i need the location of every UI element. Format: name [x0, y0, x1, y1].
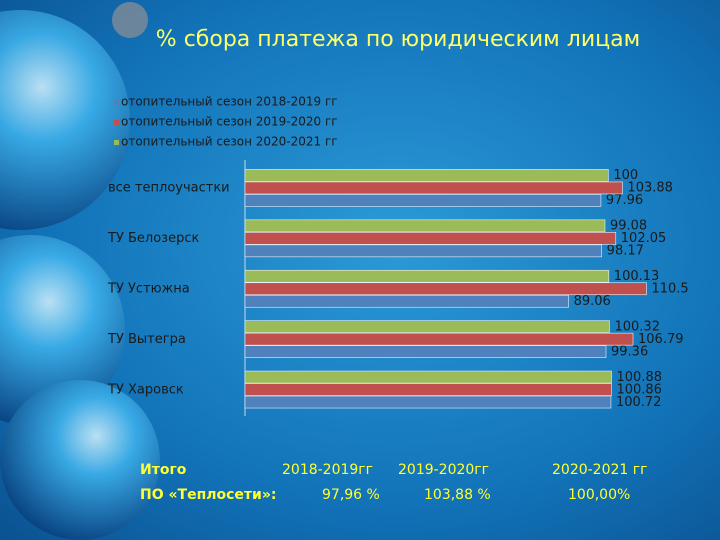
- category-label: ТУ Харовск: [107, 382, 184, 397]
- bar: [244, 370, 612, 384]
- ornament: [0, 10, 130, 230]
- bar: [244, 320, 610, 333]
- legend-swatch: [114, 100, 119, 105]
- legend-label: отопительный сезон 2019-2020 гг: [121, 115, 338, 129]
- bar: [244, 181, 623, 195]
- category-label: ТУ Устюжна: [107, 282, 190, 297]
- ornament: [0, 235, 125, 425]
- ornament-cap: [112, 2, 148, 38]
- summary-label: Итого: [140, 462, 187, 478]
- data-label: 102.05: [621, 231, 667, 246]
- data-label: 100.86: [616, 382, 662, 397]
- data-label: 100.32: [614, 319, 660, 334]
- bar: [244, 395, 612, 409]
- ornament: [0, 380, 160, 540]
- bar: [244, 269, 610, 283]
- data-label: 100.13: [614, 269, 660, 284]
- summary-value: 103,88 %: [424, 487, 491, 503]
- summary-column: 2019-2020гг: [398, 462, 489, 478]
- legend-label: отопительный сезон 2020-2021 гг: [121, 135, 338, 149]
- legend-swatch: [114, 140, 119, 145]
- bar: [244, 345, 607, 358]
- ornaments: [0, 2, 160, 540]
- data-label: 110.5: [651, 282, 688, 297]
- legend-swatch: [114, 120, 119, 125]
- bar: [244, 169, 609, 182]
- data-label: 100: [613, 168, 638, 183]
- bar: [244, 232, 617, 245]
- data-label: 98.17: [607, 244, 644, 259]
- data-label: 100.88: [617, 370, 663, 385]
- category-label: ТУ Белозерск: [107, 231, 199, 246]
- legend-label: отопительный сезон 2018-2019 гг: [121, 95, 338, 109]
- bar: [244, 294, 569, 308]
- chart-title: % сбора платежа по юридическим лицам: [156, 27, 640, 52]
- bar: [244, 219, 606, 233]
- category-label: ТУ Вытегра: [107, 332, 186, 347]
- summary-value: 97,96 %: [322, 487, 380, 503]
- summary-value: 100,00%: [568, 487, 630, 503]
- data-label: 97.96: [606, 193, 643, 208]
- summary-label: ПО «Теплосети»:: [140, 487, 277, 503]
- bar: [244, 282, 647, 296]
- category-label: все теплоучастки: [108, 181, 230, 196]
- data-label: 99.36: [611, 344, 648, 359]
- bar: [244, 332, 634, 346]
- data-label: 100.72: [616, 395, 662, 410]
- bar: [244, 383, 612, 396]
- summary-column: 2018-2019гг: [282, 462, 373, 478]
- bar: [244, 244, 602, 258]
- data-label: 103.88: [627, 181, 673, 196]
- data-label: 106.79: [638, 332, 684, 347]
- bar: [244, 194, 602, 207]
- data-label: 89.06: [574, 294, 611, 309]
- summary-column: 2020-2021 гг: [552, 462, 647, 478]
- data-label: 99.08: [610, 219, 647, 234]
